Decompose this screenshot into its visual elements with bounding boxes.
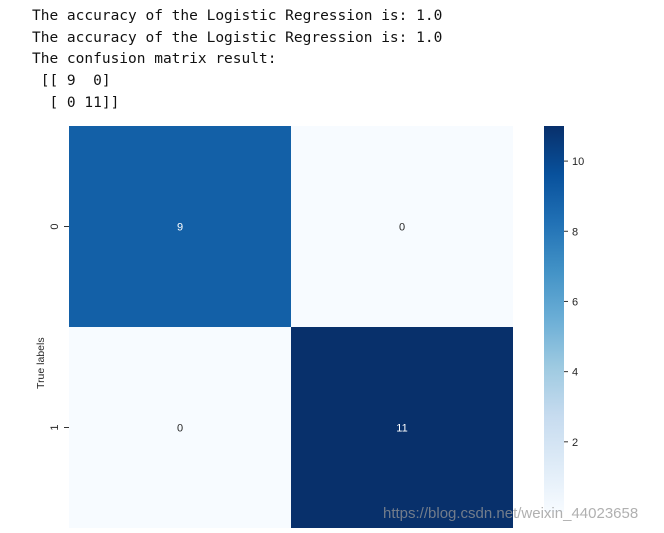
colorbar-tick-label: 4 (572, 367, 578, 379)
console-line: [ 0 11]] (32, 94, 120, 111)
cell-value-label: 11 (396, 423, 407, 435)
colorbar-tick-label: 10 (572, 156, 584, 168)
cell-value-label: 0 (399, 222, 405, 234)
console-output: The accuracy of the Logistic Regression … (32, 6, 442, 115)
colorbar-tick-label: 6 (572, 296, 578, 308)
heatmap-cell (291, 327, 513, 528)
heatmap-cell (69, 126, 291, 327)
heatmap-cell (69, 327, 291, 528)
colorbar-tick-label: 8 (572, 226, 578, 238)
console-line: The confusion matrix result: (32, 51, 277, 68)
y-tick-label: 0 (49, 223, 61, 229)
console-line: The accuracy of the Logistic Regression … (32, 29, 443, 46)
y-axis-label: True labels (35, 337, 47, 389)
y-tick-label: 1 (49, 424, 61, 430)
colorbar-tick-label: 2 (572, 437, 578, 449)
console-line: [[ 9 0] (32, 73, 111, 90)
heatmap-cell (291, 126, 513, 327)
console-line: The accuracy of the Logistic Regression … (32, 8, 443, 24)
watermark: https://blog.csdn.net/weixin_44023658 (383, 505, 639, 522)
cell-value-label: 0 (177, 423, 183, 435)
cell-value-label: 9 (177, 222, 183, 234)
colorbar (544, 126, 564, 512)
